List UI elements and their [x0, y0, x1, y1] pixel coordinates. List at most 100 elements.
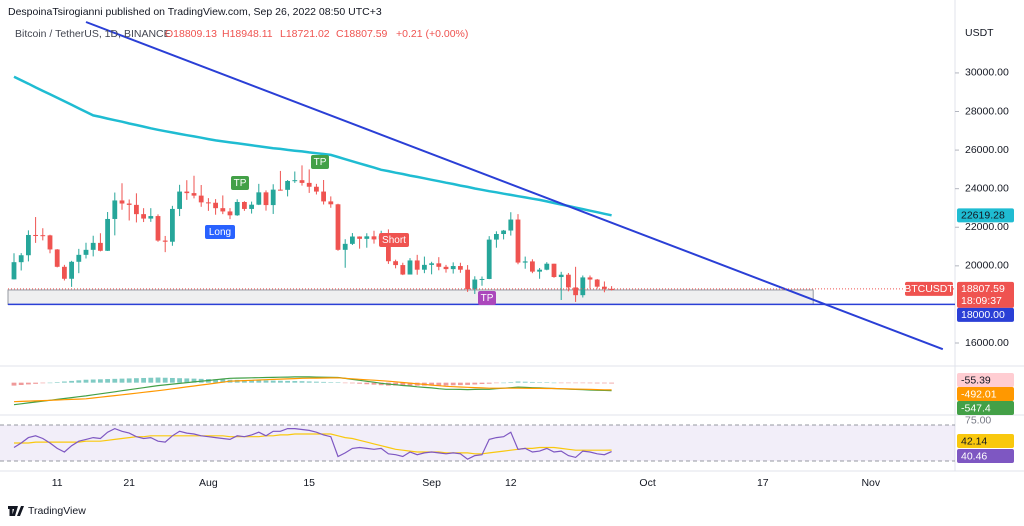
- macd-histogram-bar: [33, 382, 38, 384]
- macd-histogram-bar: [141, 377, 146, 383]
- ohlc-low: L18721.02: [280, 28, 330, 40]
- macd-histogram-bar: [551, 382, 557, 384]
- candle-body: [170, 208, 175, 242]
- zone: [7, 289, 814, 305]
- macd-histogram-bar: [47, 382, 53, 384]
- macd-histogram-bar: [364, 382, 370, 385]
- candle-body: [400, 265, 406, 275]
- macd-signal-value-bg: [957, 387, 1014, 401]
- rsi-ma-value-bg: [957, 434, 1014, 448]
- candle-body: [76, 254, 82, 262]
- macd-histogram-bar: [342, 382, 348, 384]
- candle-body: [436, 263, 442, 267]
- candle-body: [364, 236, 370, 239]
- candle-body: [83, 249, 89, 255]
- macd-histogram-bar: [371, 382, 377, 385]
- candle-body: [393, 261, 398, 266]
- macd-histogram-bar: [98, 379, 103, 383]
- candle-body: [558, 274, 564, 278]
- macd-histogram-bar: [544, 382, 550, 383]
- macd-histogram-bar: [112, 378, 118, 383]
- annotation-box: [379, 233, 409, 247]
- macd-histogram-bar: [501, 382, 506, 384]
- macd-histogram-bar: [335, 382, 341, 383]
- annotation-text: TP: [234, 178, 247, 189]
- candle-body: [594, 279, 600, 287]
- macd-histogram-bar: [69, 380, 74, 383]
- rsi-value-bg: [957, 449, 1014, 463]
- macd-histogram-bar: [306, 381, 312, 383]
- macd-histogram-bar: [486, 382, 492, 384]
- rsi-value: 40.46: [961, 450, 987, 462]
- ma-value: 22619.28: [961, 210, 1005, 222]
- candle-body: [126, 203, 132, 205]
- candle-body: [249, 204, 254, 209]
- candle-body: [566, 274, 571, 288]
- macd-histogram-bar: [285, 380, 290, 383]
- ohlc-change: +0.21 (+0.00%): [396, 28, 468, 40]
- candle-body: [328, 201, 334, 205]
- brand-logo: [8, 506, 24, 516]
- y-tick-label: 20000.00: [965, 260, 1009, 272]
- macd-histogram-bar: [479, 382, 485, 385]
- candle-body: [522, 261, 528, 263]
- x-tick-label: Sep: [422, 477, 441, 489]
- candle-body: [350, 236, 355, 244]
- macd-histogram-bar: [26, 382, 31, 385]
- rsi-ma-line: [14, 433, 612, 455]
- y-tick-label: 30000.00: [965, 67, 1009, 79]
- candle-body: [314, 186, 319, 192]
- macd-histogram-bar: [407, 382, 413, 386]
- annotation-text: Long: [209, 227, 231, 238]
- candle-body: [371, 236, 377, 240]
- candle-body: [98, 242, 103, 251]
- macd-histogram-bar: [443, 382, 449, 386]
- macd-histogram-bar: [609, 382, 614, 384]
- candle-body: [429, 263, 434, 265]
- ohlc-open: O18809.13: [165, 28, 217, 40]
- macd-histogram-bar: [321, 381, 326, 383]
- annotation: TP: [311, 155, 329, 169]
- currency: USDT: [965, 27, 994, 39]
- y-tick-label: 24000.00: [965, 182, 1009, 194]
- macd-histogram-bar: [515, 381, 521, 383]
- candle-body: [220, 208, 226, 212]
- macd-histogram-bar: [270, 380, 276, 383]
- macd-histogram-bar: [177, 378, 182, 383]
- candle-body: [62, 266, 67, 279]
- macd-histogram-bar: [314, 381, 319, 383]
- candle-body: [602, 286, 607, 289]
- macd-histogram-bar: [134, 378, 139, 383]
- annotation-box: [231, 176, 249, 190]
- annotation-box: [478, 291, 496, 305]
- macd-histogram-bar: [587, 382, 593, 384]
- candle-body: [40, 235, 46, 237]
- macd-histogram-bar: [90, 379, 96, 383]
- logo-shape: [8, 506, 24, 516]
- macd-histogram-bar: [119, 378, 125, 383]
- rsi-ma-value: 42.14: [961, 435, 987, 447]
- macd-histogram-bar: [508, 382, 514, 383]
- trendline: [85, 21, 944, 351]
- candle-body: [450, 266, 456, 270]
- ohlc-close: C18807.59: [336, 28, 388, 40]
- annotation: TP: [478, 291, 496, 305]
- annotation-text: TP: [314, 157, 327, 168]
- macd-value-bg: [957, 401, 1014, 415]
- macd-histogram-bar: [328, 382, 334, 383]
- annotation: TP: [231, 176, 249, 190]
- candle-body: [33, 234, 38, 236]
- candle-body: [357, 236, 362, 239]
- macd-histogram-bar: [11, 382, 17, 386]
- macd-signal-value: -492.01: [961, 388, 997, 400]
- macd-signal-line: [13, 377, 612, 403]
- plot-area: 16000.00 20000.00 22000.00 24000.00 26000.00…: [0, 21, 1014, 489]
- macd-histogram-bar: [213, 379, 218, 383]
- macd-histogram-bar: [54, 382, 60, 383]
- x-tick-label: 15: [303, 477, 315, 489]
- x-tick-label: 12: [505, 477, 517, 489]
- x-tick-label: Aug: [199, 477, 218, 489]
- last-price-bg: [957, 281, 1014, 308]
